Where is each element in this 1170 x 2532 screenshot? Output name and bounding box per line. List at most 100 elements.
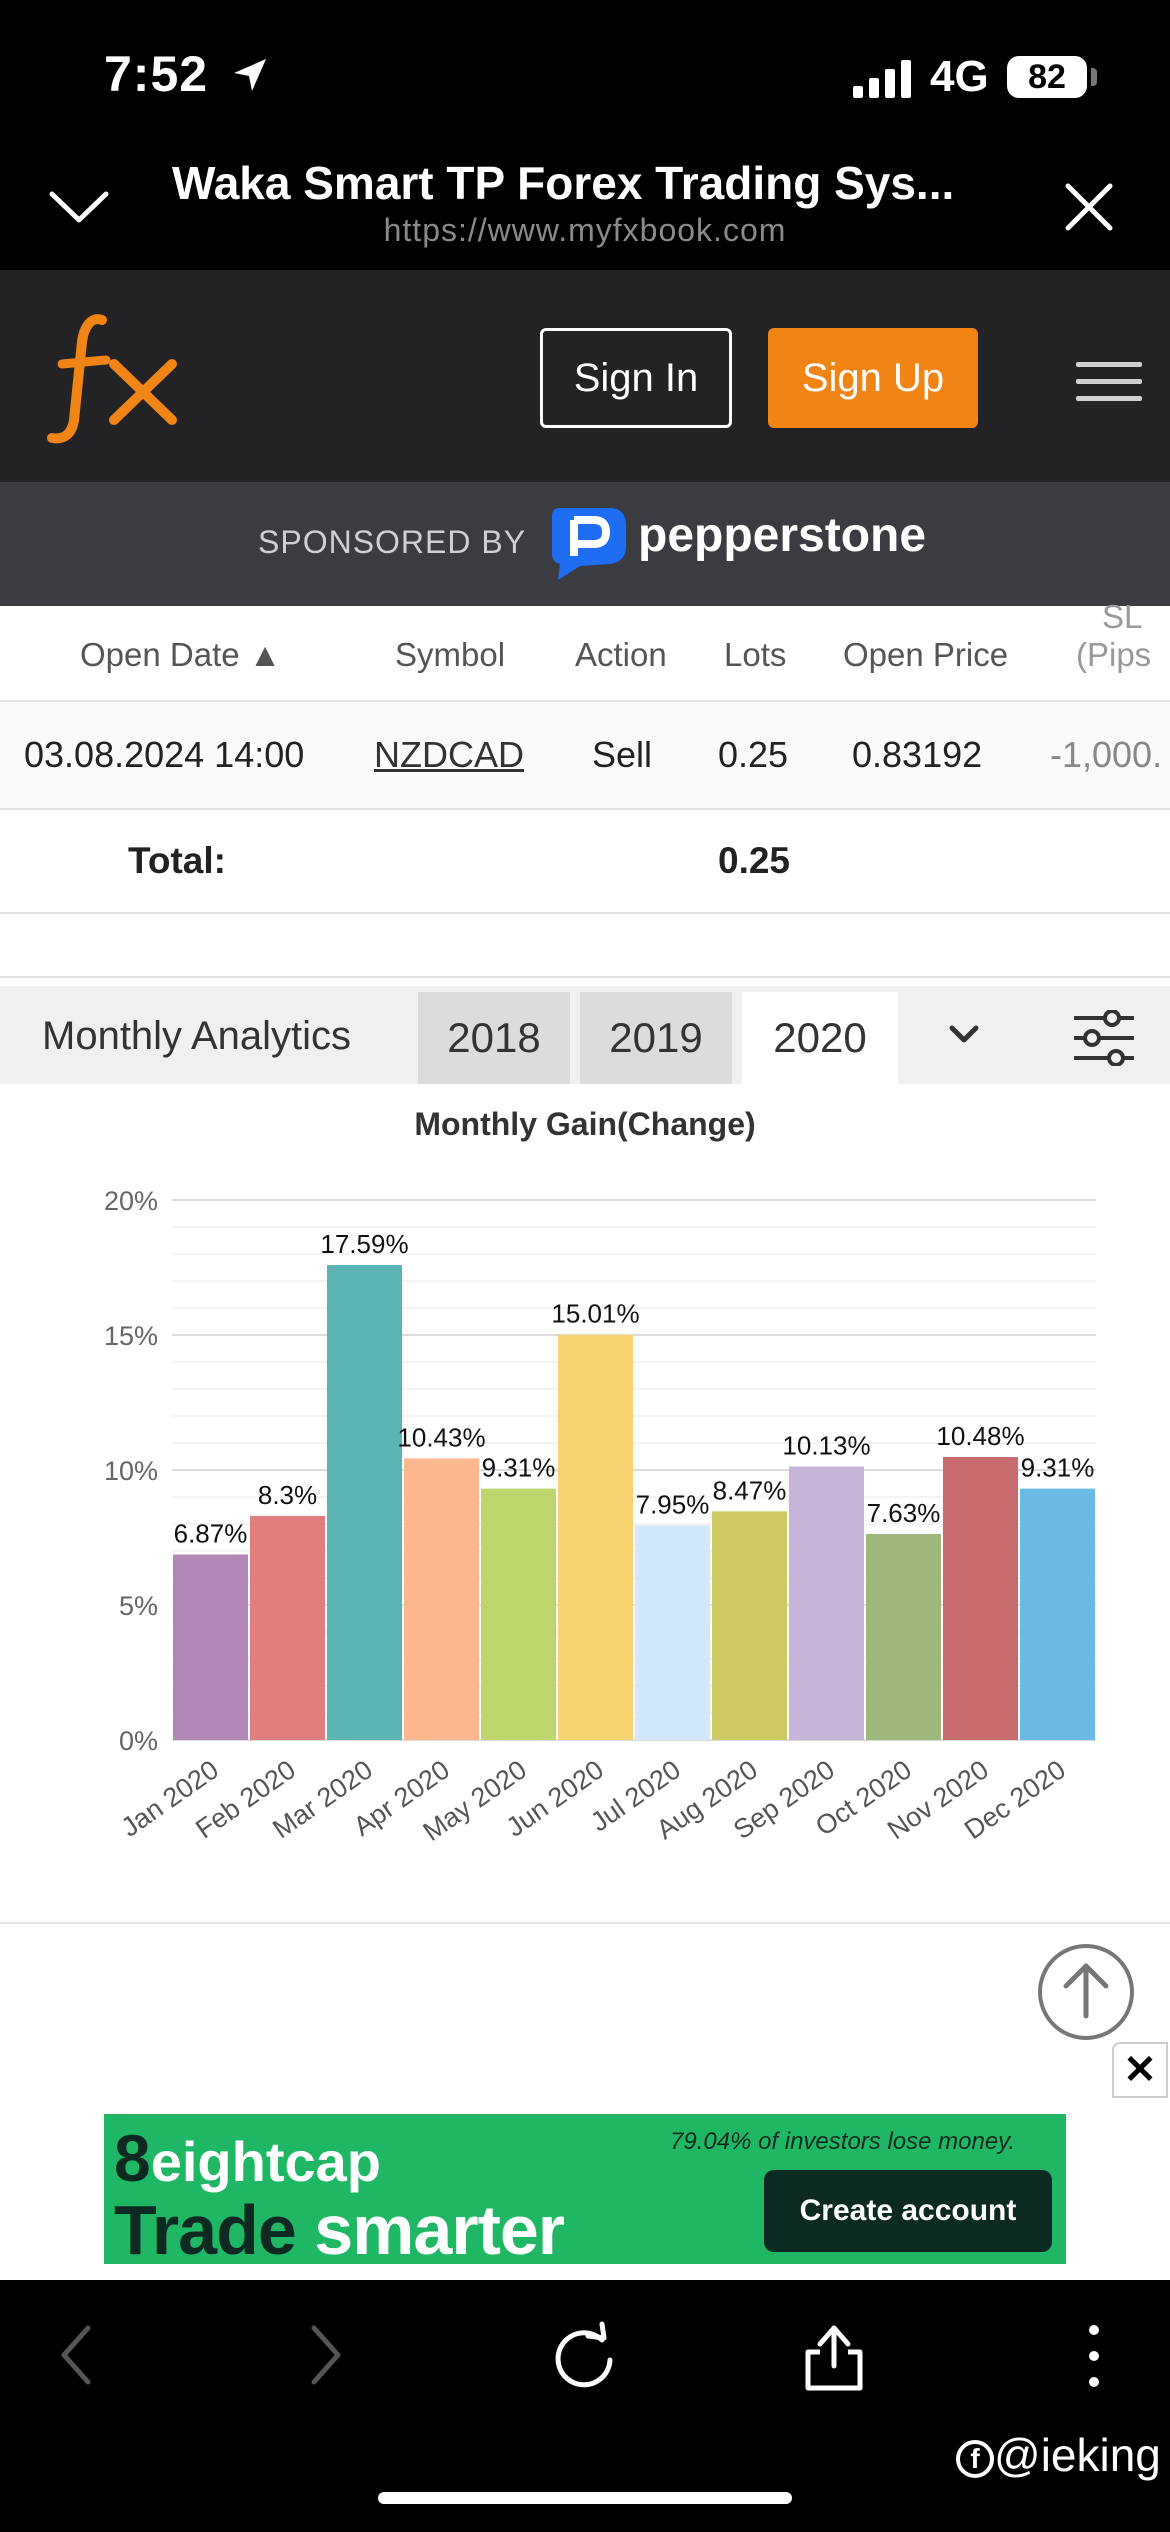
- bar-data-label: 17.59%: [320, 1229, 408, 1259]
- site-nav: Sign In Sign Up: [0, 270, 1170, 482]
- forward-icon[interactable]: [300, 2320, 350, 2390]
- filter-settings-icon[interactable]: [1072, 1010, 1136, 1066]
- status-time: 7:52: [104, 46, 209, 102]
- bar-may-2020[interactable]: [481, 1488, 556, 1740]
- bar-data-label: 8.47%: [713, 1475, 787, 1505]
- sponsor-banner[interactable]: SPONSORED BY pepperstone: [0, 482, 1170, 606]
- bar-mar-2020[interactable]: [327, 1265, 402, 1740]
- bar-oct-2020[interactable]: [866, 1533, 941, 1740]
- bar-sep-2020[interactable]: [789, 1466, 864, 1740]
- page-url: https://www.myfxbook.com: [383, 212, 787, 248]
- table-header: Open Date ▲ Symbol Action Lots Open Pric…: [0, 598, 1170, 702]
- ad-brand: 8eightcap: [114, 2121, 381, 2195]
- bar-data-label: 7.95%: [636, 1489, 710, 1519]
- analytics-label: Monthly Analytics: [42, 1014, 352, 1058]
- sponsor-brand: pepperstone: [638, 509, 927, 562]
- more-options-icon[interactable]: [1082, 2320, 1106, 2392]
- bar-jul-2020[interactable]: [635, 1525, 710, 1740]
- cell-open-date: 03.08.2024 14:00: [24, 734, 305, 775]
- battery-tip: [1091, 68, 1097, 86]
- col-sl-pips: (Pips: [1076, 636, 1152, 673]
- year-dropdown-icon[interactable]: [946, 1020, 982, 1048]
- eightcap-logo-icon: 8: [114, 2121, 151, 2195]
- bar-data-label: 9.31%: [482, 1453, 556, 1483]
- col-open-price[interactable]: Open Price: [843, 636, 1009, 673]
- year-tab-2018[interactable]: 2018: [418, 992, 570, 1084]
- ad-tagline: Trade smarter: [114, 2191, 565, 2264]
- analytics-header: Monthly Analytics 2018 2019 2020: [0, 986, 1170, 1084]
- menu-icon[interactable]: [1076, 362, 1142, 402]
- bar-jun-2020[interactable]: [558, 1334, 633, 1740]
- scroll-to-top-button[interactable]: [1038, 1944, 1134, 2040]
- y-tick-label: 10%: [104, 1456, 158, 1486]
- sign-in-button[interactable]: Sign In: [540, 328, 732, 428]
- bar-data-label: 10.43%: [397, 1422, 485, 1452]
- pepperstone-logo-icon: [552, 508, 626, 580]
- cell-sl: -1,000.: [1050, 734, 1163, 775]
- divider: [0, 1922, 1170, 1924]
- network-type: 4G: [930, 52, 989, 101]
- page-title: Waka Smart TP Forex Trading Sys...: [172, 157, 955, 209]
- sponsor-label: SPONSORED BY: [258, 524, 527, 560]
- total-label: Total:: [128, 840, 226, 881]
- main-content: Open Date ▲ Symbol Action Lots Open Pric…: [0, 598, 1170, 2098]
- sign-up-button[interactable]: Sign Up: [768, 328, 978, 428]
- col-sl[interactable]: SL: [1102, 598, 1143, 635]
- bar-data-label: 10.48%: [936, 1421, 1024, 1451]
- fx-logo[interactable]: [40, 302, 190, 452]
- sort-asc-icon: ▲: [239, 636, 282, 673]
- bar-feb-2020[interactable]: [250, 1515, 325, 1740]
- col-symbol[interactable]: Symbol: [395, 636, 506, 673]
- year-tab-2020[interactable]: 2020: [742, 992, 898, 1084]
- bar-aug-2020[interactable]: [712, 1511, 787, 1740]
- create-account-button[interactable]: Create account: [764, 2170, 1052, 2252]
- facebook-icon: f: [956, 2439, 994, 2478]
- browser-header: Waka Smart TP Forex Trading Sys... https…: [0, 150, 1170, 270]
- status-bar: 7:52 4G 82: [0, 0, 1170, 150]
- ad-close-button[interactable]: ✕: [1112, 2042, 1168, 2098]
- col-open-date[interactable]: Open Date ▲: [80, 636, 282, 673]
- bar-data-label: 10.13%: [782, 1430, 870, 1460]
- chart-title: Monthly Gain(Change): [414, 1106, 756, 1142]
- bar-apr-2020[interactable]: [404, 1458, 479, 1740]
- ad-banner-container: 8eightcap 79.04% of investors lose money…: [0, 2098, 1170, 2280]
- col-lots[interactable]: Lots: [724, 636, 787, 673]
- y-tick-label: 0%: [119, 1726, 158, 1756]
- bar-jan-2020[interactable]: [173, 1554, 248, 1740]
- share-icon[interactable]: [802, 2320, 866, 2392]
- bar-data-label: 9.31%: [1021, 1453, 1095, 1483]
- cell-lots: 0.25: [718, 734, 789, 775]
- close-icon[interactable]: [1062, 180, 1116, 234]
- year-tab-2019[interactable]: 2019: [580, 992, 732, 1084]
- bar-data-label: 15.01%: [551, 1299, 639, 1329]
- ad-warning: 79.04% of investors lose money.: [670, 2128, 1016, 2155]
- bar-data-label: 8.3%: [258, 1480, 317, 1510]
- bar-data-label: 7.63%: [867, 1498, 941, 1528]
- table-row: 03.08.2024 14:00 NZDCAD Sell 0.25 0.8319…: [0, 702, 1170, 810]
- bar-nov-2020[interactable]: [943, 1457, 1018, 1740]
- y-tick-label: 15%: [104, 1321, 158, 1351]
- reload-icon[interactable]: [548, 2320, 620, 2392]
- table-total-row: Total: 0.25: [0, 810, 1170, 914]
- location-arrow-icon: [234, 59, 266, 91]
- cell-symbol-link[interactable]: NZDCAD: [374, 734, 524, 775]
- col-action[interactable]: Action: [575, 636, 667, 673]
- ad-banner[interactable]: 8eightcap 79.04% of investors lose money…: [104, 2114, 1066, 2264]
- bar-data-label: 6.87%: [174, 1519, 248, 1549]
- cell-action: Sell: [592, 734, 653, 775]
- chevron-down-icon[interactable]: [48, 180, 110, 230]
- arrow-up-icon: [1063, 1963, 1109, 2019]
- bar-dec-2020[interactable]: [1020, 1488, 1095, 1740]
- watermark: f @ieking: [956, 2428, 1161, 2482]
- total-lots: 0.25: [718, 840, 791, 881]
- home-indicator: [378, 2492, 792, 2504]
- signal-bars-icon: [853, 60, 911, 98]
- y-tick-label: 5%: [119, 1591, 158, 1621]
- battery-icon: 82: [1007, 56, 1087, 98]
- back-icon[interactable]: [52, 2320, 102, 2390]
- y-tick-label: 20%: [104, 1186, 158, 1216]
- table-empty-row: [0, 914, 1170, 978]
- cell-open-price: 0.83192: [852, 734, 983, 775]
- browser-toolbar: f @ieking: [0, 2280, 1170, 2532]
